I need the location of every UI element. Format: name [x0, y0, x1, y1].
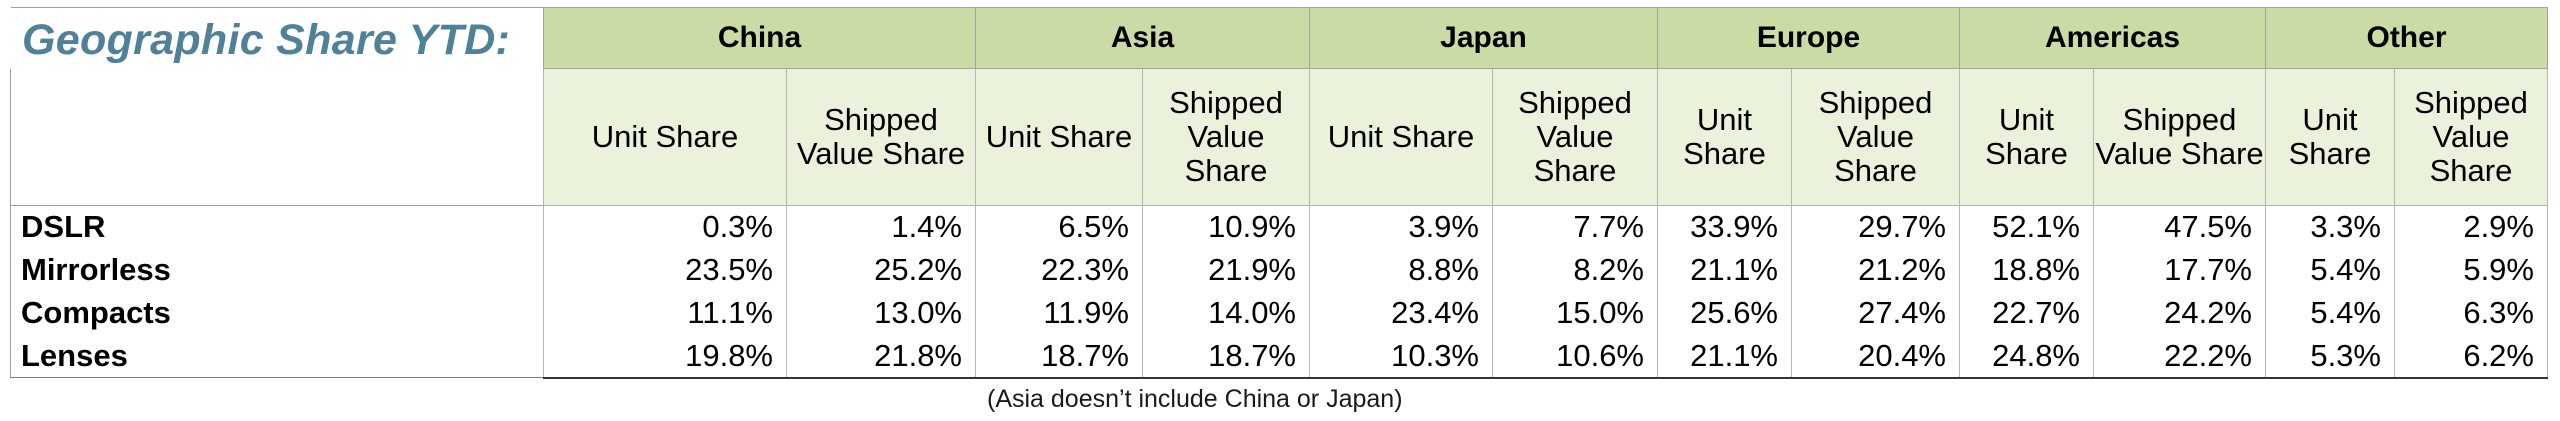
table-corner: [10, 7, 544, 69]
table-cell: 21.1%: [1657, 334, 1792, 379]
shipped-value-share-header-china: Shipped Value Share: [786, 68, 976, 206]
table-row: DSLR 0.3% 1.4% 6.5% 10.9% 3.9% 7.7% 33.9% 29.7% 5…: [10, 205, 2548, 249]
region-header-other: Other: [2265, 7, 2548, 69]
table-cell: 3.9%: [1309, 205, 1493, 249]
unit-share-header-asia: Unit Share: [975, 68, 1143, 206]
table-cell: 11.1%: [543, 291, 787, 335]
table-cell: 2.9%: [2394, 205, 2548, 249]
table-cell: 25.6%: [1657, 291, 1792, 335]
table-cell: 6.3%: [2394, 291, 2548, 335]
table-cell: 27.4%: [1791, 291, 1960, 335]
table-cell: 3.3%: [2265, 205, 2395, 249]
table-cell: 5.4%: [2265, 291, 2395, 335]
table-cell: 21.8%: [786, 334, 976, 379]
table-cell: 20.4%: [1791, 334, 1960, 379]
table-cell: 52.1%: [1959, 205, 2094, 249]
unit-share-header-americas: Unit Share: [1959, 68, 2094, 206]
table-cell: 22.3%: [975, 248, 1143, 292]
table-cell: 6.2%: [2394, 334, 2548, 379]
table-cell: 5.9%: [2394, 248, 2548, 292]
row-header-blank: [10, 68, 544, 206]
region-header-china: China: [543, 7, 976, 69]
region-header-americas: Americas: [1959, 7, 2266, 69]
table-cell: 7.7%: [1492, 205, 1658, 249]
region-header-japan: Japan: [1309, 7, 1658, 69]
shipped-value-share-header-europe: Shipped Value Share: [1791, 68, 1960, 206]
table-cell: 8.8%: [1309, 248, 1493, 292]
unit-share-header-japan: Unit Share: [1309, 68, 1493, 206]
table-cell: 47.5%: [2093, 205, 2266, 249]
table-cell: 5.3%: [2265, 334, 2395, 379]
table-cell: 0.3%: [543, 205, 787, 249]
table-cell: 18.7%: [975, 334, 1143, 379]
geographic-share-table: China Asia Japan Europe Americas Other Unit S…: [10, 7, 2548, 379]
table-cell: 19.8%: [543, 334, 787, 379]
table-cell: 21.1%: [1657, 248, 1792, 292]
shipped-value-share-header-asia: Shipped Value Share: [1142, 68, 1310, 206]
table-cell: 5.4%: [2265, 248, 2395, 292]
row-label: Compacts: [10, 291, 544, 335]
unit-share-header-china: Unit Share: [543, 68, 787, 206]
table-cell: 24.2%: [2093, 291, 2266, 335]
region-header-europe: Europe: [1657, 7, 1960, 69]
table-cell: 21.9%: [1142, 248, 1310, 292]
shipped-value-share-header-americas: Shipped Value Share: [2093, 68, 2266, 206]
unit-share-header-other: Unit Share: [2265, 68, 2395, 206]
table-cell: 10.9%: [1142, 205, 1310, 249]
table-cell: 22.2%: [2093, 334, 2266, 379]
table-cell: 13.0%: [786, 291, 976, 335]
table-cell: 29.7%: [1791, 205, 1960, 249]
table-cell: 23.4%: [1309, 291, 1493, 335]
table-cell: 24.8%: [1959, 334, 2094, 379]
table-cell: 17.7%: [2093, 248, 2266, 292]
row-label: DSLR: [10, 205, 544, 249]
table-cell: 8.2%: [1492, 248, 1658, 292]
table-cell: 1.4%: [786, 205, 976, 249]
table-cell: 18.8%: [1959, 248, 2094, 292]
page-title: Geographic Share YTD:: [22, 16, 511, 64]
table-cell: 25.2%: [786, 248, 976, 292]
region-header-asia: Asia: [975, 7, 1310, 69]
row-label: Lenses: [10, 334, 544, 378]
table-cell: 23.5%: [543, 248, 787, 292]
shipped-value-share-header-japan: Shipped Value Share: [1492, 68, 1658, 206]
table-cell: 14.0%: [1142, 291, 1310, 335]
table-row: Mirrorless 23.5% 25.2% 22.3% 21.9% 8.8% 8.2% 21…: [10, 248, 2548, 292]
table-cell: 21.2%: [1791, 248, 1960, 292]
table-cell: 22.7%: [1959, 291, 2094, 335]
row-label: Mirrorless: [10, 248, 544, 292]
table-cell: 11.9%: [975, 291, 1143, 335]
table-cell: 15.0%: [1492, 291, 1658, 335]
shipped-value-share-header-other: Shipped Value Share: [2394, 68, 2548, 206]
unit-share-header-europe: Unit Share: [1657, 68, 1792, 206]
table-cell: 10.3%: [1309, 334, 1493, 379]
table-cell: 18.7%: [1142, 334, 1310, 379]
table-row: Compacts 11.1% 13.0% 11.9% 14.0% 23.4% 15.0% 25…: [10, 291, 2548, 335]
table-row: Lenses 19.8% 21.8% 18.7% 18.7% 10.3% 10.6% 21.1…: [10, 334, 2548, 379]
footnote: (Asia doesn’t include China or Japan): [987, 385, 1403, 413]
table-cell: 6.5%: [975, 205, 1143, 249]
table-cell: 33.9%: [1657, 205, 1792, 249]
table-cell: 10.6%: [1492, 334, 1658, 379]
